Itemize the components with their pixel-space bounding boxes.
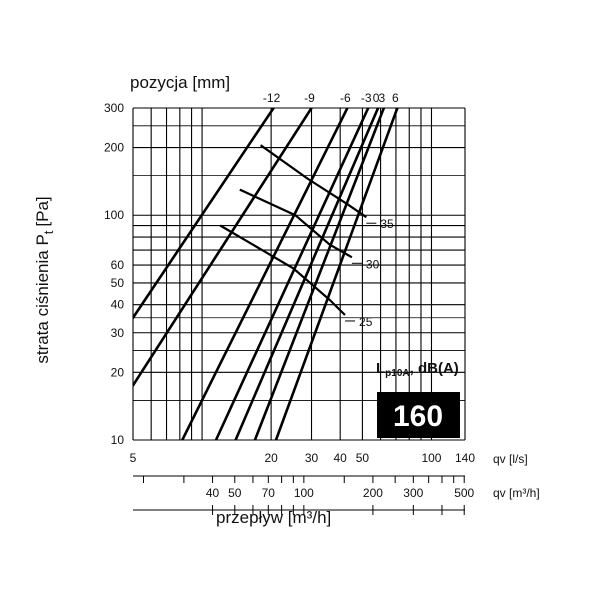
noise-label: 25	[359, 315, 373, 329]
curve-label: 0	[373, 91, 380, 105]
model-label: 160	[393, 400, 443, 433]
qv-ls-tick-label: 140	[455, 451, 475, 465]
y-tick-label: 300	[104, 101, 124, 115]
curve-label: 6	[392, 91, 399, 105]
position-curve--9	[133, 108, 313, 387]
noise-curve-30	[239, 188, 353, 259]
noise-curve-25	[219, 224, 346, 316]
position-curve-3	[253, 108, 386, 440]
qv-m3h-label: qv [m³/h]	[493, 486, 540, 500]
noise-label: 30	[366, 257, 380, 271]
y-axis-title-main: strata ciśnienia P	[33, 234, 52, 363]
qv-m3h-tick-label: 200	[363, 486, 383, 500]
model-badge	[377, 392, 460, 438]
y-tick-label: 100	[104, 208, 124, 222]
qv-ls-tick-label: 100	[421, 451, 441, 465]
position-curve--6	[180, 108, 349, 440]
qv-m3h-tick-label: 500	[454, 486, 474, 500]
curve-label: -6	[340, 91, 351, 105]
noise-curve-35	[259, 144, 367, 219]
qv-ls-label: qv [l/s]	[493, 452, 528, 466]
top-axis-title: pozycja [mm]	[130, 73, 230, 92]
curve-label: 3	[379, 91, 386, 105]
qv-m3h-tick-label: 100	[294, 486, 314, 500]
qv-m3h-tick-label: 50	[228, 486, 242, 500]
qv-ls-tick-label: 5	[130, 451, 137, 465]
axis-ticks: -12 -9 -6 -3 0 3 6 10 20 30 40 50 60 100 200 300 5 20 30 40…	[104, 91, 475, 515]
qv-ls-tick-label: 30	[305, 451, 319, 465]
noise-level-curves: 25 30 35	[219, 144, 394, 329]
y-tick-label: 20	[111, 365, 125, 379]
y-axis-title: strata ciśnienia Pt [Pa]	[33, 196, 56, 363]
chart-grid	[132, 107, 466, 441]
noise-label: 35	[380, 217, 394, 231]
curve-label: -12	[263, 91, 281, 105]
position-curve--3	[214, 108, 370, 440]
qv-ls-tick-label: 20	[264, 451, 278, 465]
qv-ls-tick-label: 40	[334, 451, 348, 465]
y-tick-label: 40	[111, 298, 125, 312]
y-axis-title-sub: t	[41, 230, 56, 234]
curve-label: -9	[304, 91, 315, 105]
y-tick-label: 60	[111, 258, 125, 272]
legend-title: Lp10A, dB(A)	[376, 360, 459, 379]
legend-title-sub: p10A	[385, 368, 409, 379]
position-curves	[133, 108, 399, 440]
position-curve-0	[234, 108, 380, 440]
y-tick-label: 50	[111, 276, 125, 290]
qv-ls-tick-label: 50	[356, 451, 370, 465]
legend-title-suffix: , dB(A)	[410, 360, 459, 377]
curve-label: -3	[361, 91, 372, 105]
qv-m3h-tick-label: 70	[262, 486, 276, 500]
qv-m3h-tick-label: 300	[403, 486, 423, 500]
y-axis-title-unit: [Pa]	[33, 196, 52, 226]
x-axis-title: przepływ [m³/h]	[216, 508, 331, 527]
position-curve-6	[274, 108, 399, 440]
position-curve--12	[133, 108, 275, 320]
qv-m3h-tick-label: 40	[206, 486, 220, 500]
legend-title-main: L	[376, 360, 385, 377]
y-tick-label: 10	[111, 433, 125, 447]
y-tick-label: 30	[111, 326, 125, 340]
y-tick-label: 200	[104, 141, 124, 155]
